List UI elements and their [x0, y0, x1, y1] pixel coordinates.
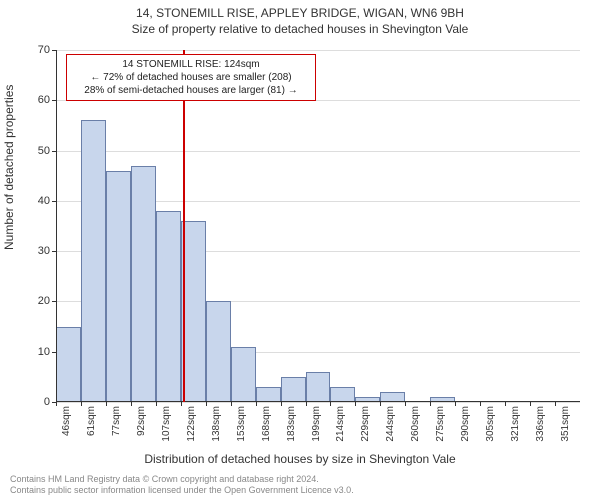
- xtick-mark: [430, 402, 431, 406]
- xtick-mark: [131, 402, 132, 406]
- xtick-label: 107sqm: [161, 406, 172, 442]
- xtick-label: 244sqm: [385, 406, 396, 442]
- xtick-mark: [106, 402, 107, 406]
- bar: [156, 211, 181, 402]
- legal-line-1: Contains HM Land Registry data © Crown c…: [10, 474, 590, 485]
- x-axis: [56, 401, 580, 402]
- y-axis: [56, 50, 57, 402]
- xtick-label: 305sqm: [485, 406, 496, 442]
- bar: [206, 301, 231, 402]
- plot-area: 01020304050607046sqm61sqm77sqm92sqm107sq…: [56, 50, 580, 402]
- bar: [231, 347, 256, 402]
- xtick-mark: [56, 402, 57, 406]
- legal-line-2: Contains public sector information licen…: [10, 485, 590, 496]
- xtick-mark: [355, 402, 356, 406]
- xtick-mark: [330, 402, 331, 406]
- bar: [256, 387, 281, 402]
- xtick-label: 138sqm: [211, 406, 222, 442]
- ytick-label: 70: [38, 44, 50, 56]
- gridline: [56, 151, 580, 152]
- xtick-label: 168sqm: [261, 406, 272, 442]
- xtick-mark: [306, 402, 307, 406]
- xtick-mark: [231, 402, 232, 406]
- xtick-mark: [281, 402, 282, 406]
- xtick-label: 260sqm: [410, 406, 421, 442]
- xtick-label: 351sqm: [560, 406, 571, 442]
- xtick-label: 153sqm: [236, 406, 247, 442]
- gridline: [56, 50, 580, 51]
- xtick-mark: [455, 402, 456, 406]
- xtick-mark: [181, 402, 182, 406]
- annotation-box: 14 STONEMILL RISE: 124sqm ← 72% of detac…: [66, 54, 316, 101]
- xtick-label: 61sqm: [86, 406, 97, 436]
- xtick-mark: [81, 402, 82, 406]
- bar: [81, 120, 106, 402]
- ytick-label: 20: [38, 295, 50, 307]
- xtick-label: 321sqm: [510, 406, 521, 442]
- ytick-label: 30: [38, 245, 50, 257]
- chart-title-main: 14, STONEMILL RISE, APPLEY BRIDGE, WIGAN…: [0, 6, 600, 20]
- ytick-label: 50: [38, 145, 50, 157]
- gridline: [56, 402, 580, 403]
- ytick-label: 60: [38, 94, 50, 106]
- reference-line: [183, 50, 185, 402]
- xtick-mark: [480, 402, 481, 406]
- bar: [281, 377, 306, 402]
- xtick-label: 183sqm: [286, 406, 297, 442]
- xtick-label: 122sqm: [186, 406, 197, 442]
- x-axis-label: Distribution of detached houses by size …: [0, 452, 600, 466]
- xtick-mark: [530, 402, 531, 406]
- bar: [56, 327, 81, 402]
- ytick-label: 0: [44, 396, 50, 408]
- annotation-line-3: 28% of semi-detached houses are larger (…: [73, 84, 309, 97]
- ytick-label: 40: [38, 195, 50, 207]
- annotation-line-1: 14 STONEMILL RISE: 124sqm: [73, 58, 309, 71]
- xtick-mark: [256, 402, 257, 406]
- ytick-label: 10: [38, 346, 50, 358]
- xtick-mark: [206, 402, 207, 406]
- xtick-label: 290sqm: [460, 406, 471, 442]
- legal-notice: Contains HM Land Registry data © Crown c…: [10, 474, 590, 496]
- xtick-label: 336sqm: [535, 406, 546, 442]
- xtick-mark: [405, 402, 406, 406]
- xtick-mark: [380, 402, 381, 406]
- bar: [131, 166, 156, 402]
- xtick-label: 199sqm: [311, 406, 322, 442]
- bar: [330, 387, 355, 402]
- xtick-mark: [555, 402, 556, 406]
- xtick-label: 214sqm: [335, 406, 346, 442]
- xtick-label: 46sqm: [61, 406, 72, 436]
- annotation-line-2: ← 72% of detached houses are smaller (20…: [73, 71, 309, 84]
- bar: [106, 171, 131, 402]
- xtick-label: 229sqm: [360, 406, 371, 442]
- xtick-label: 92sqm: [136, 406, 147, 436]
- bar: [306, 372, 331, 402]
- xtick-mark: [505, 402, 506, 406]
- xtick-label: 275sqm: [435, 406, 446, 442]
- xtick-label: 77sqm: [111, 406, 122, 436]
- y-axis-label: Number of detached properties: [2, 85, 16, 250]
- xtick-mark: [156, 402, 157, 406]
- chart-title-sub: Size of property relative to detached ho…: [0, 22, 600, 36]
